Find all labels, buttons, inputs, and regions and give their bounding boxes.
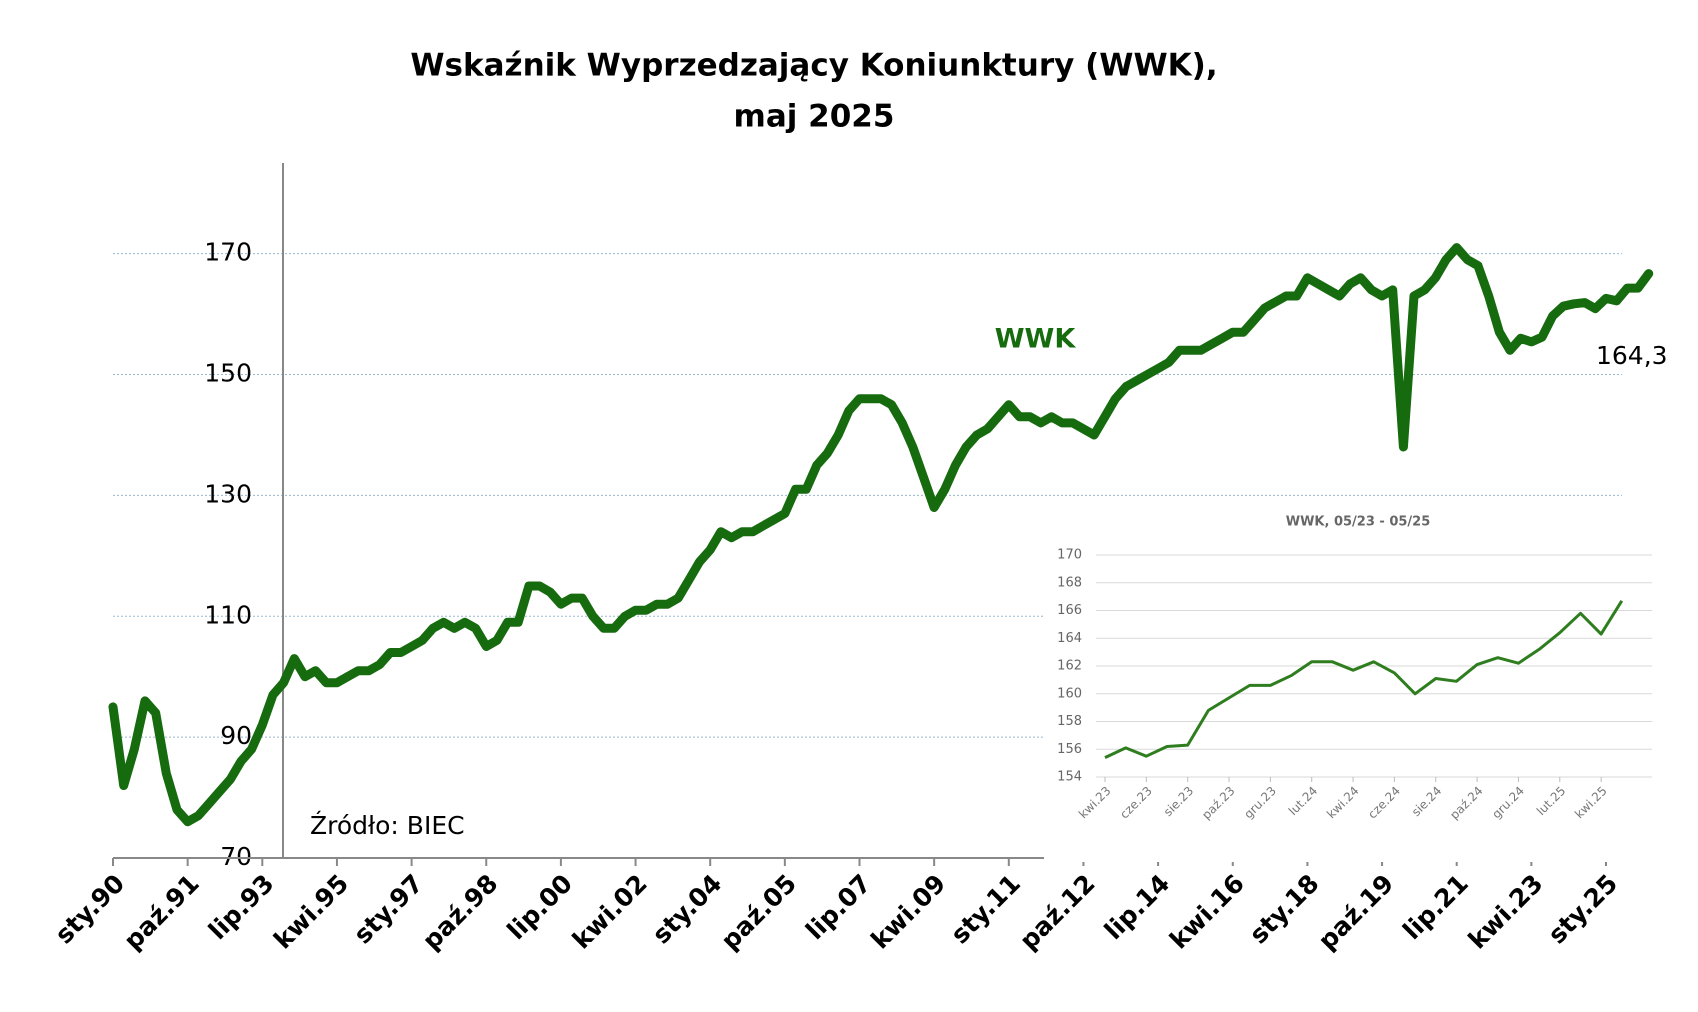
y-tick-label: 90 xyxy=(220,721,252,750)
inset-y-tick-label: 162 xyxy=(1057,659,1082,674)
inset-line xyxy=(1104,600,1624,759)
inset-y-tick-label: 166 xyxy=(1057,603,1082,618)
inset-y-tick-label: 164 xyxy=(1057,631,1082,646)
inset-y-tick-label: 170 xyxy=(1057,548,1082,563)
inset-background xyxy=(1044,496,1666,862)
y-tick-label: 150 xyxy=(204,359,252,388)
chart-title: Wskaźnik Wyprzedzający Koniunktury (WWK)… xyxy=(410,48,1217,84)
inset-y-tick-label: 154 xyxy=(1057,770,1082,785)
data-line xyxy=(108,243,1654,827)
inset-title: WWK, 05/23 - 05/25 xyxy=(1286,515,1431,530)
inset-y-tick-label: 156 xyxy=(1057,742,1082,757)
y-tick-label: 130 xyxy=(204,479,252,508)
source-note: Źródło: BIEC xyxy=(310,811,465,840)
y-tick-label: 110 xyxy=(204,600,252,629)
y-tick-label: 170 xyxy=(204,238,252,267)
inset-y-tick-label: 158 xyxy=(1057,714,1082,729)
inset-y-tick-label: 168 xyxy=(1057,575,1082,590)
inset-y-tick-label: 160 xyxy=(1057,686,1082,701)
series-label: WWK xyxy=(995,324,1077,355)
annotation: 164,3 xyxy=(1596,341,1668,370)
y-tick-label: 70 xyxy=(220,842,252,871)
chart-subtitle: maj 2025 xyxy=(734,99,895,135)
